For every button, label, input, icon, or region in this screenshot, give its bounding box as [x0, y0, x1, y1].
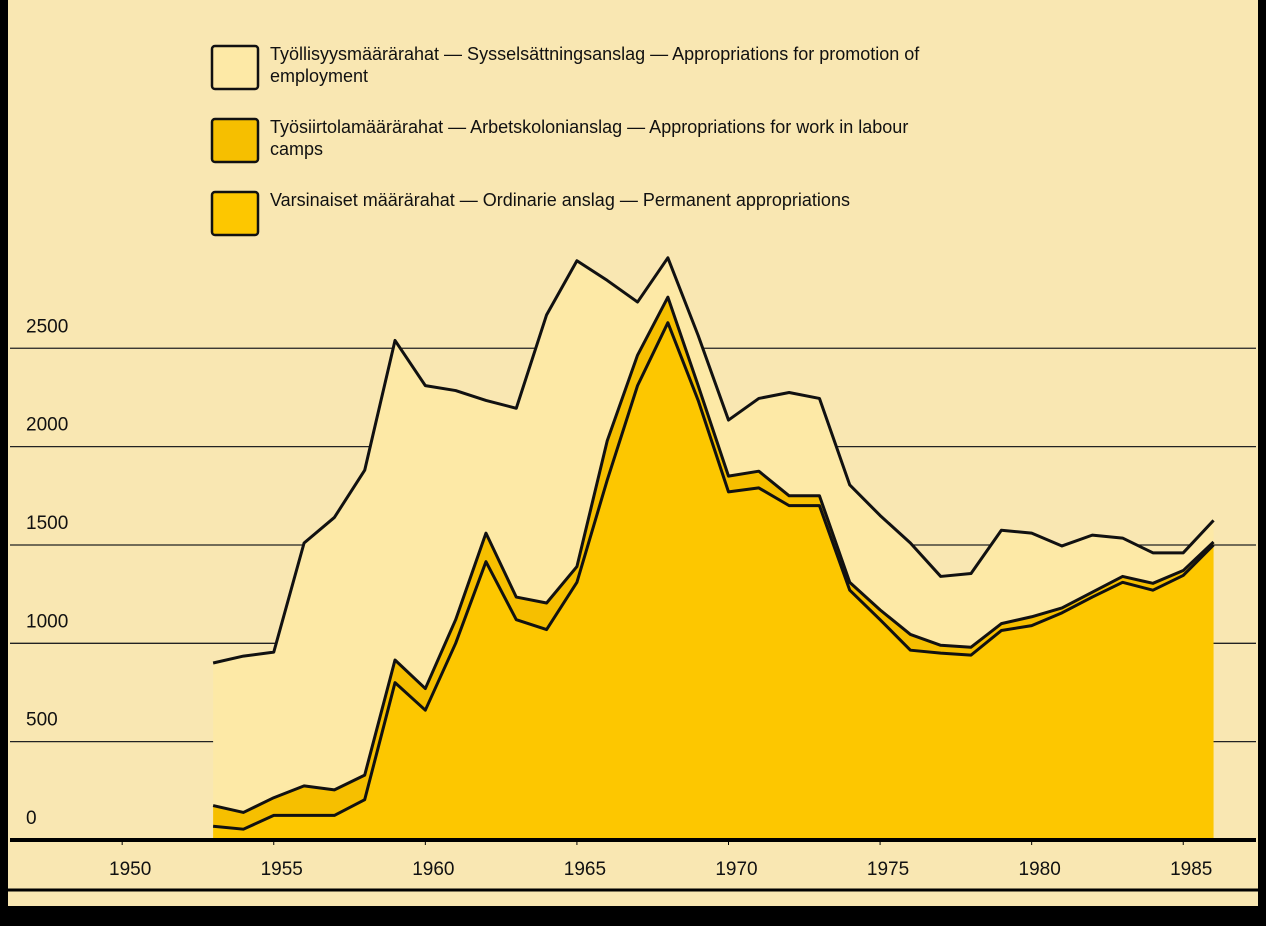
area-outline [212, 295, 1215, 814]
area [213, 322, 1214, 841]
y-tick-label: 2500 [26, 316, 68, 337]
area-outline [212, 321, 1215, 831]
x-tick-label: 1960 [412, 859, 454, 880]
x-tick-label: 1950 [109, 859, 151, 880]
legend-swatch [210, 190, 260, 237]
legend-label-box: Työllisyysmäärärahat — Sysselsättningsan… [270, 44, 920, 86]
legend-label: Työsiirtolamäärärahat — Arbetskoloniansl… [270, 117, 909, 159]
y-tick-label: 1000 [26, 611, 68, 632]
y-tick-label: 500 [26, 710, 58, 731]
x-tick-label: 1980 [1019, 859, 1061, 880]
x-tick-label: 1975 [867, 859, 909, 880]
x-tick-label: 1985 [1170, 859, 1212, 880]
legend-swatch [210, 44, 260, 91]
y-tick-label: 2000 [26, 415, 68, 436]
area [213, 257, 1214, 813]
legend-swatch [210, 117, 260, 164]
x-tick-label: 1955 [261, 859, 303, 880]
x-tick-label: 1970 [715, 859, 757, 880]
area-outline [212, 256, 1215, 665]
legend-label: Työllisyysmäärärahat — Sysselsättningsan… [270, 44, 920, 86]
y-tick-label: 0 [26, 808, 37, 829]
legend-label-box: Varsinaiset määrärahat — Ordinarie ansla… [270, 190, 850, 210]
y-tick-label: 1500 [26, 513, 68, 534]
x-tick-label: 1965 [564, 859, 606, 880]
legend-label: Varsinaiset määrärahat — Ordinarie ansla… [270, 190, 850, 210]
legend-label-box: Työsiirtolamäärärahat — Arbetskoloniansl… [270, 117, 909, 159]
